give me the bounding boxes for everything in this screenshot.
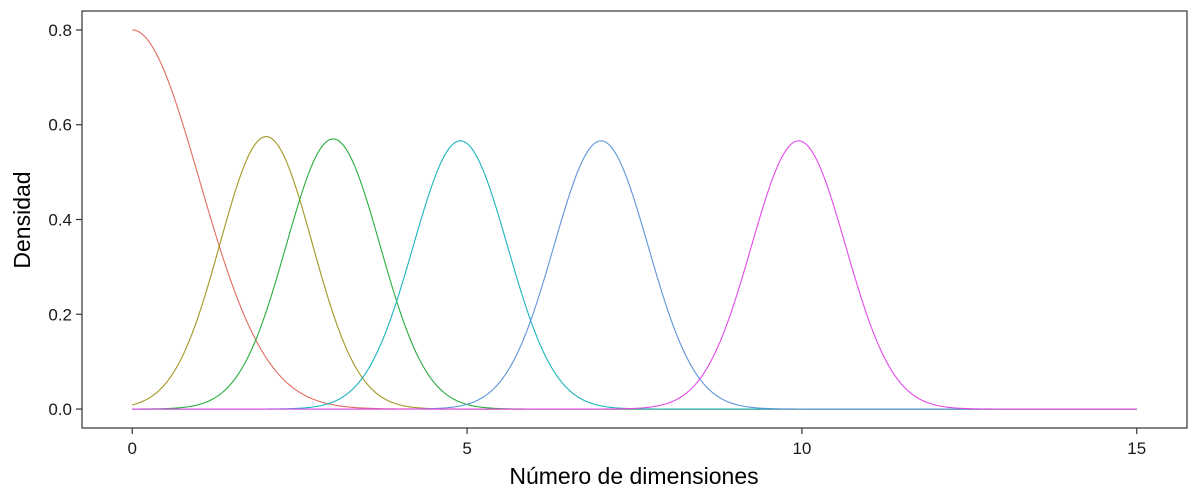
y-axis-title: Densidad bbox=[9, 171, 35, 268]
x-axis-ticks: 0 5 10 15 bbox=[127, 428, 1146, 458]
x-axis-title: Número de dimensiones bbox=[509, 463, 758, 489]
x-tick-label: 0 bbox=[127, 439, 136, 458]
x-tick-label: 5 bbox=[462, 439, 471, 458]
plot-panel bbox=[81, 10, 1188, 429]
x-tick-label: 15 bbox=[1127, 439, 1146, 458]
y-tick-label: 0.0 bbox=[48, 400, 72, 419]
y-tick-label: 0.8 bbox=[48, 21, 72, 40]
density-curve-6 bbox=[132, 140, 1137, 410]
x-tick-label: 10 bbox=[792, 439, 811, 458]
y-tick-label: 0.6 bbox=[48, 116, 72, 135]
y-axis-ticks: 0.0 0.2 0.4 0.6 0.8 bbox=[48, 21, 82, 419]
y-tick-label: 0.4 bbox=[48, 211, 72, 230]
density-curves bbox=[132, 29, 1137, 410]
y-tick-label: 0.2 bbox=[48, 305, 72, 324]
